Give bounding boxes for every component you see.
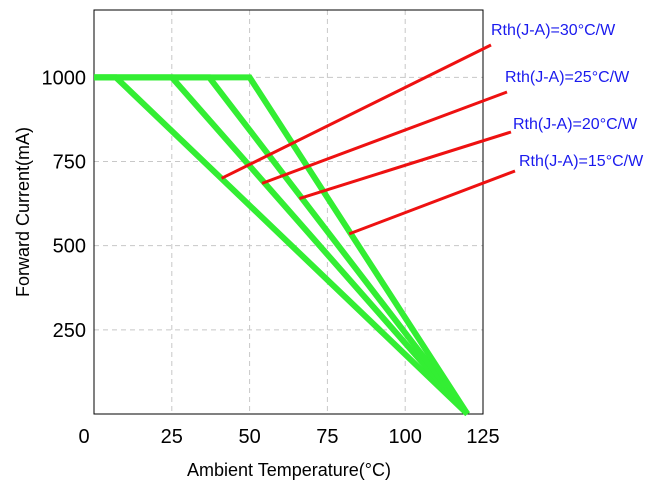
annotation-leader-line [220, 43, 492, 180]
annotation-label: Rth(J-A)=20°C/W [513, 116, 638, 133]
annotation-label: Rth(J-A)=15°C/W [519, 153, 644, 170]
annotation-leader-line [298, 130, 512, 200]
annotation-leader-line [261, 90, 508, 185]
y-axis-label: Forward Current(mA) [13, 127, 33, 297]
series-line-4 [94, 74, 470, 416]
y-tick-label: 750 [53, 152, 86, 174]
y-tick-label: 500 [53, 236, 86, 258]
annotation-labels: Rth(J-A)=30°C/W Rth(J-A)=25°C/W Rth(J-A)=2… [491, 22, 644, 170]
y-tick-label: 250 [53, 320, 86, 342]
annotation-label: Rth(J-A)=25°C/W [505, 69, 630, 86]
annotation-label: Rth(J-A)=30°C/W [491, 22, 616, 39]
y-tick-labels: 250 500 750 1000 [42, 67, 87, 342]
origin-tick-label: 0 [78, 426, 89, 448]
series-lines [94, 74, 470, 417]
x-tick-labels: 25 50 75 100 125 [161, 426, 500, 448]
x-tick-label: 75 [316, 426, 338, 448]
plot-frame [93, 9, 484, 415]
x-tick-label: 50 [238, 426, 260, 448]
x-axis-label: Ambient Temperature(°C) [187, 460, 391, 480]
x-tick-label: 125 [466, 426, 499, 448]
x-tick-label: 100 [389, 426, 422, 448]
annotation-leaders [220, 43, 516, 236]
x-tick-label: 25 [161, 426, 183, 448]
y-tick-label: 1000 [42, 67, 87, 89]
annotation-leader-line [348, 169, 516, 236]
